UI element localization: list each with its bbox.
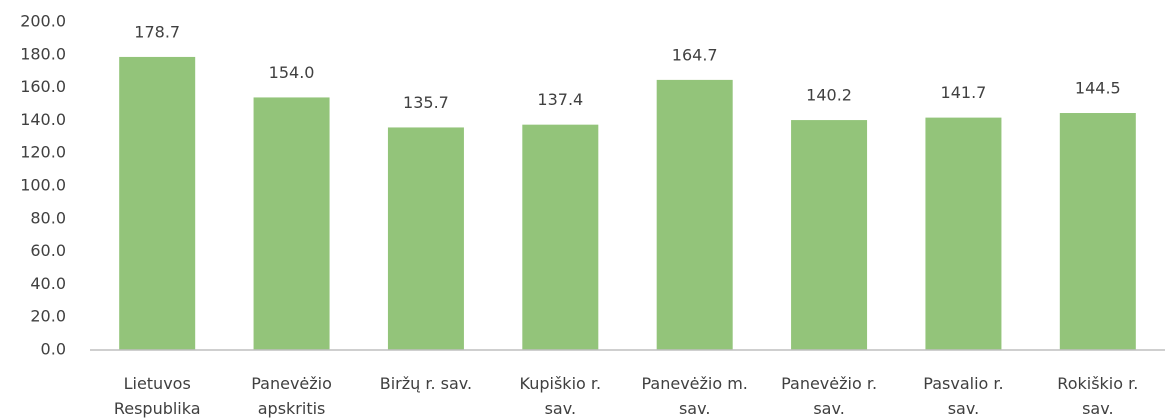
x-tick-label: Rokiškio r. sav.	[1057, 374, 1138, 418]
y-tick-label: 100.0	[20, 176, 66, 195]
data-label: 164.7	[672, 45, 718, 64]
y-tick-label: 20.0	[30, 307, 66, 326]
y-tick-label: 0.0	[41, 340, 66, 359]
bar	[1059, 113, 1136, 351]
data-label: 144.5	[1075, 79, 1121, 98]
y-tick-label: 40.0	[30, 274, 66, 293]
bar	[119, 56, 196, 350]
y-tick-label: 120.0	[20, 143, 66, 162]
y-tick-label: 140.0	[20, 110, 66, 129]
bar	[925, 117, 1002, 350]
bar	[522, 124, 599, 350]
x-tick-label: Pasvalio r. sav.	[923, 374, 1003, 418]
bar	[791, 120, 868, 351]
bar	[253, 97, 330, 350]
x-tick-label: Panevėžio r. sav.	[781, 374, 877, 418]
data-label: 135.7	[403, 93, 449, 112]
bar	[387, 127, 464, 351]
y-tick-label: 60.0	[30, 241, 66, 260]
y-tick-label: 180.0	[20, 44, 66, 63]
data-label: 178.7	[134, 22, 180, 41]
data-label: 140.2	[806, 86, 852, 105]
x-tick-label: Panevėžio apskritis	[251, 374, 332, 418]
bar	[656, 79, 733, 350]
x-tick-label: Kupiškio r. sav.	[520, 374, 602, 418]
data-label: 154.0	[269, 63, 315, 82]
x-tick-label: Lietuvos Respublika	[114, 374, 201, 418]
y-tick-label: 160.0	[20, 77, 66, 96]
x-tick-label: Panevėžio m. sav.	[641, 374, 747, 418]
x-tick-label: Biržų r. sav.	[380, 374, 472, 393]
y-tick-label: 200.0	[20, 12, 66, 31]
y-tick-label: 80.0	[30, 208, 66, 227]
data-label: 137.4	[537, 90, 583, 109]
data-label: 141.7	[941, 83, 987, 102]
